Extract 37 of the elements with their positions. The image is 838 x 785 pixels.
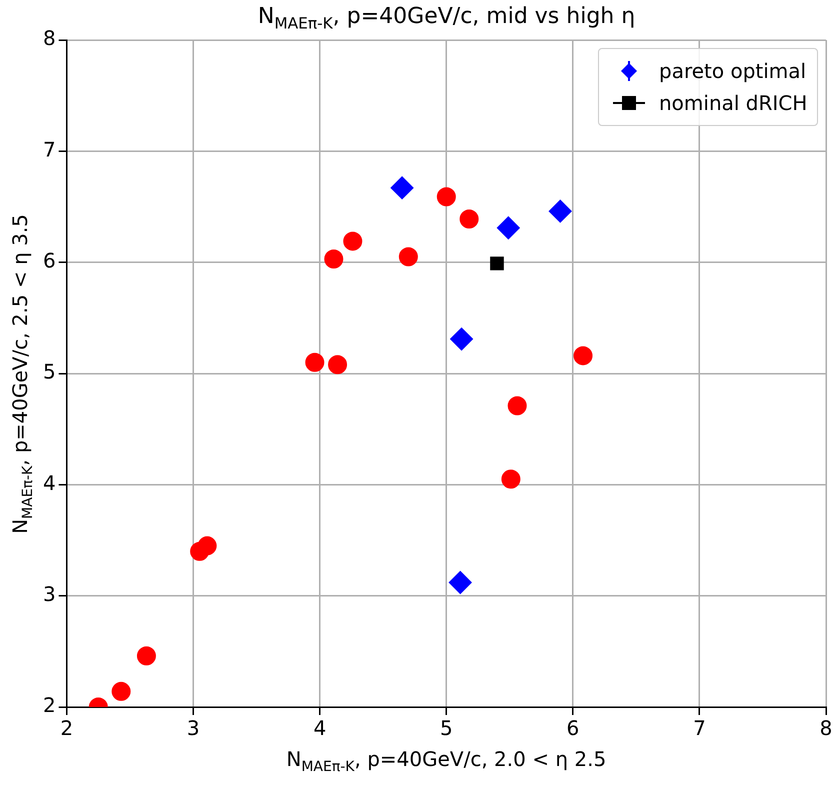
point (198, 536, 217, 556)
y-tick-label: 2 (42, 693, 56, 718)
x-axis-title: N$_{MAEπ-K}$, p=40GeV/c, 2.0 < η 2.5 (286, 747, 606, 775)
point (305, 352, 324, 372)
point (436, 187, 456, 206)
point (448, 570, 472, 594)
y-tick-label: 4 (42, 470, 56, 495)
x-tick-label: 6 (566, 716, 580, 740)
point (398, 247, 418, 266)
y-tick-label: 8 (42, 26, 56, 50)
point (496, 216, 520, 240)
point (490, 256, 504, 270)
point (501, 470, 520, 489)
point (390, 176, 414, 200)
point (328, 355, 348, 374)
y-tick-label: 5 (42, 360, 56, 384)
legend-label: nominal dRICH (659, 90, 808, 117)
y-tick-label: 3 (42, 582, 56, 606)
x-tick-label: 5 (440, 716, 453, 740)
point (574, 346, 593, 366)
x-tick-label: 7 (693, 716, 706, 740)
x-tick-label: 8 (820, 716, 832, 740)
point (460, 209, 479, 228)
x-tick-label: 2 (60, 716, 74, 740)
chart-title: N$_{MAEπ-K}$, p=40GeV/c, mid vs high η (258, 4, 636, 32)
point (324, 250, 344, 268)
point (343, 232, 362, 251)
y-tick-label: 6 (42, 248, 56, 273)
point (548, 200, 572, 223)
point (136, 646, 156, 666)
x-tick-label: 4 (313, 716, 326, 740)
point (508, 396, 527, 416)
point (450, 328, 474, 351)
x-tick-label: 3 (186, 716, 200, 740)
legend-label: pareto optimal (659, 58, 806, 85)
point (112, 682, 131, 701)
y-tick-label: 7 (42, 137, 56, 162)
